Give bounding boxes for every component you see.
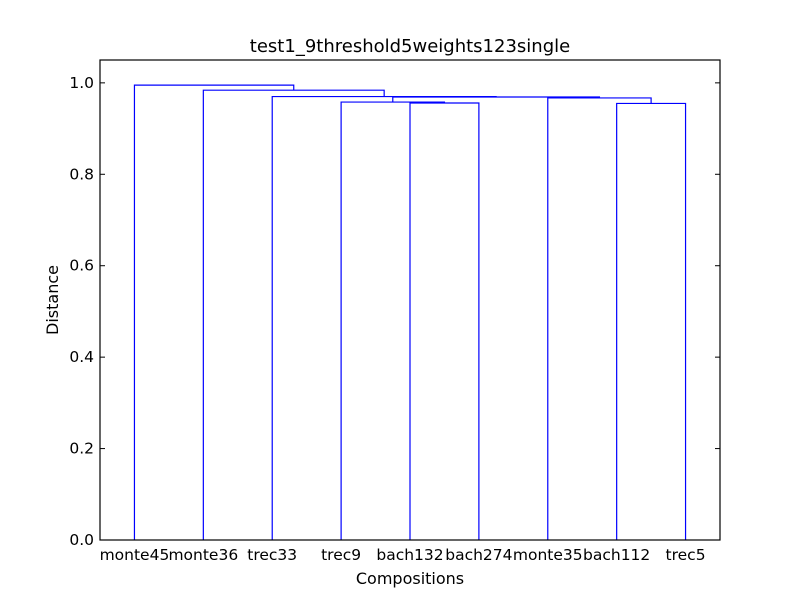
dendrogram-link-1 [409,102,480,540]
dendrogram-link-3 [616,102,687,540]
y-tick-label: 0.6 [69,257,94,275]
leaf-label-trec5: trec5 [666,546,706,564]
dendrogram-links [133,84,687,540]
x-axis-ticks: monte45 monte36 trec33 trec9 bach132 bach274 m… [100,546,706,564]
y-axis-label: Distance [43,265,62,335]
y-tick-label: 1.0 [69,74,94,92]
leaf-label-monte35: monte35 [513,546,583,564]
plot-frame [99,59,721,541]
leaf-label-bach132: bach132 [376,546,443,564]
leaf-label-bach274: bach274 [445,546,512,564]
dendrogram-link-6 [271,95,497,540]
y-axis-ticks: 0.0 0.2 0.4 0.6 0.8 1.0 [69,74,720,549]
leaf-label-monte45: monte45 [100,546,170,564]
leaf-label-trec9: trec9 [321,546,361,564]
leaf-label-bach112: bach112 [583,546,650,564]
y-tick-label: 0.0 [69,531,94,549]
y-tick-label: 0.4 [69,348,94,366]
x-axis-label: Compositions [356,569,464,588]
y-tick-label: 0.8 [69,165,94,183]
dendrogram-link-8 [133,84,295,540]
leaf-label-trec33: trec33 [247,546,297,564]
y-tick-label: 0.2 [69,440,94,458]
chart-title: test1_9threshold5weights123single [250,36,570,57]
dendrogram-link-2 [340,101,446,540]
dendrogram-link-7 [202,89,385,540]
dendrogram-link-4 [547,97,652,540]
leaf-label-monte36: monte36 [168,546,238,564]
